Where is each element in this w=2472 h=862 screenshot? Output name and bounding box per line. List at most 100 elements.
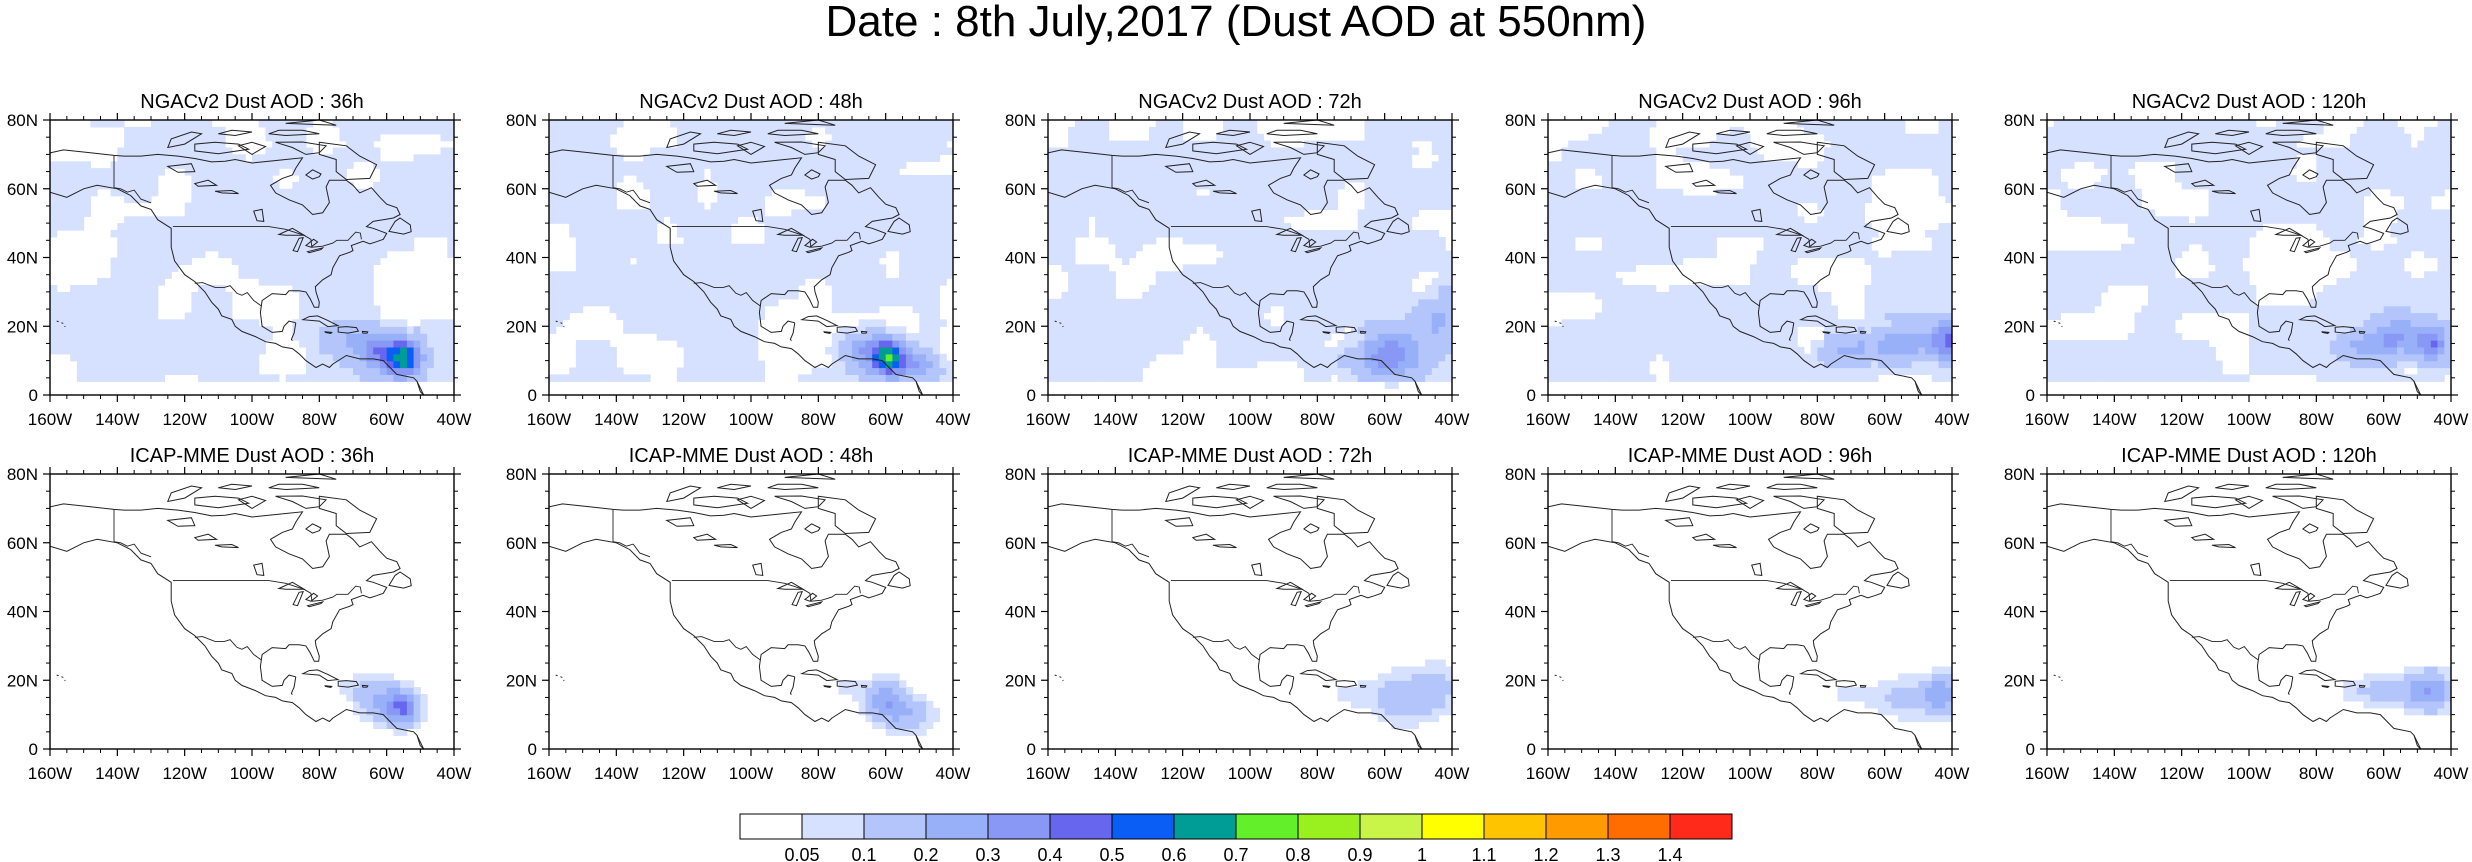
- colorbar-label: 0.9: [1347, 845, 1372, 862]
- aod-field: [1548, 120, 1952, 382]
- lon-tick-label: 160W: [2025, 764, 2069, 783]
- borders: [113, 509, 362, 661]
- lat-tick-label: 80N: [506, 111, 537, 130]
- colorbar-swatch: [801, 813, 865, 840]
- colorbar-swatch: [1049, 813, 1113, 840]
- aod-field: [339, 673, 428, 736]
- lon-tick-label: 140W: [1093, 764, 1137, 783]
- lon-tick-label: 120W: [2159, 410, 2203, 429]
- coastlines: [549, 120, 953, 395]
- lon-tick-label: 40W: [1935, 410, 1970, 429]
- lon-tick-label: 80W: [302, 410, 337, 429]
- lon-tick-label: 40W: [1435, 410, 1470, 429]
- lat-tick-label: 80N: [7, 465, 38, 484]
- colorbar-label: 1.4: [1657, 845, 1682, 862]
- panel-title: NGACv2 Dust AOD : 120h: [2132, 91, 2367, 113]
- lat-tick-label: 0: [2026, 740, 2035, 759]
- colorbar-label: 1.1: [1471, 845, 1496, 862]
- colorbar-swatch: [1669, 813, 1733, 840]
- lon-tick-label: 80W: [1800, 410, 1835, 429]
- panel-title: ICAP-MME Dust AOD : 120h: [2121, 445, 2377, 467]
- lon-tick-label: 140W: [2092, 764, 2136, 783]
- colorbar-swatch: [925, 813, 989, 840]
- panel-title: ICAP-MME Dust AOD : 96h: [1628, 445, 1873, 467]
- lon-tick-label: 60W: [369, 764, 404, 783]
- lon-tick-label: 120W: [661, 764, 705, 783]
- colorbar-label: 0.2: [913, 845, 938, 862]
- lon-tick-label: 160W: [1026, 410, 1070, 429]
- colorbar-label: 0.4: [1037, 845, 1062, 862]
- lat-tick-label: 20N: [1505, 671, 1536, 690]
- colorbar-swatch: [1545, 813, 1609, 840]
- lat-tick-label: 40N: [7, 249, 38, 268]
- map-panel: ICAP-MME Dust AOD : 72h 160W 140W 120W 100W 8…: [1005, 445, 1470, 783]
- borders: [1111, 509, 1360, 661]
- lat-tick-label: 0: [1027, 740, 1036, 759]
- coastlines: [50, 474, 454, 749]
- lat-tick-label: 0: [528, 386, 537, 405]
- aod-field: [549, 120, 953, 382]
- colorbar-swatch: [1111, 813, 1175, 840]
- lon-tick-label: 60W: [2366, 410, 2401, 429]
- lon-tick-label: 160W: [1026, 764, 1070, 783]
- map-panel: ICAP-MME Dust AOD : 96h 160W 140W 120W 100W 8…: [1505, 445, 1970, 783]
- lat-tick-label: 0: [1527, 740, 1536, 759]
- lon-tick-label: 140W: [1593, 410, 1637, 429]
- lon-tick-label: 120W: [1660, 764, 1704, 783]
- lon-tick-label: 140W: [95, 764, 139, 783]
- map-panel: ICAP-MME Dust AOD : 36h 160W 140W 120W 100W 8…: [7, 445, 472, 783]
- lon-tick-label: 80W: [801, 410, 836, 429]
- lat-tick-label: 0: [2026, 386, 2035, 405]
- map-panel: NGACv2 Dust AOD : 96h 160W 140W 120W 100W 80W…: [1505, 91, 1970, 429]
- aod-field: [1337, 659, 1452, 729]
- lat-tick-label: 20N: [1505, 317, 1536, 336]
- lat-tick-label: 20N: [7, 671, 38, 690]
- colorbar-swatch: [987, 813, 1051, 840]
- coastlines: [2047, 474, 2451, 749]
- borders: [113, 155, 362, 307]
- colorbar-swatch: [1359, 813, 1423, 840]
- lon-tick-label: 60W: [1867, 764, 1902, 783]
- lon-tick-label: 120W: [1160, 764, 1204, 783]
- lon-tick-label: 40W: [936, 764, 971, 783]
- lon-tick-label: 100W: [1728, 764, 1772, 783]
- lat-tick-label: 0: [29, 386, 38, 405]
- lon-tick-label: 100W: [1228, 764, 1272, 783]
- lon-tick-label: 60W: [1867, 410, 1902, 429]
- lat-tick-label: 60N: [506, 180, 537, 199]
- lon-tick-label: 140W: [1593, 764, 1637, 783]
- colorbar-label: 1.2: [1533, 845, 1558, 862]
- borders: [2110, 509, 2359, 661]
- colorbar-label: 1: [1417, 845, 1427, 862]
- lon-tick-label: 160W: [2025, 410, 2069, 429]
- borders: [612, 509, 861, 661]
- lat-tick-label: 0: [1527, 386, 1536, 405]
- lon-tick-label: 160W: [527, 410, 571, 429]
- lon-tick-label: 80W: [2299, 410, 2334, 429]
- lat-tick-label: 60N: [7, 180, 38, 199]
- aod-field: [50, 120, 454, 382]
- aod-field: [2343, 666, 2451, 716]
- coastlines: [50, 120, 454, 395]
- lon-tick-label: 60W: [2366, 764, 2401, 783]
- lon-tick-label: 40W: [2434, 410, 2469, 429]
- lat-tick-label: 60N: [1505, 180, 1536, 199]
- lat-tick-label: 80N: [1005, 111, 1036, 130]
- colorbar: 0.05 0.1 0.2 0.3 0.4 0.5 0.6 0.7 0.8 0.9 1 1.1 1.2 1.…: [739, 813, 1733, 862]
- lat-tick-label: 40N: [1505, 603, 1536, 622]
- lat-tick-label: 40N: [1005, 249, 1036, 268]
- lon-tick-label: 60W: [369, 410, 404, 429]
- lon-tick-label: 40W: [437, 410, 472, 429]
- lon-tick-label: 140W: [2092, 410, 2136, 429]
- lat-tick-label: 20N: [1005, 671, 1036, 690]
- colorbar-swatch: [1235, 813, 1299, 840]
- map-panel: NGACv2 Dust AOD : 36h 160W 140W 120W 100W 80W…: [7, 91, 472, 429]
- lon-tick-label: 60W: [868, 410, 903, 429]
- lon-tick-label: 60W: [1367, 410, 1402, 429]
- lon-tick-label: 40W: [936, 410, 971, 429]
- lon-tick-label: 100W: [230, 410, 274, 429]
- lon-tick-label: 40W: [2434, 764, 2469, 783]
- lon-tick-label: 80W: [1800, 764, 1835, 783]
- panel-title: NGACv2 Dust AOD : 36h: [140, 91, 363, 113]
